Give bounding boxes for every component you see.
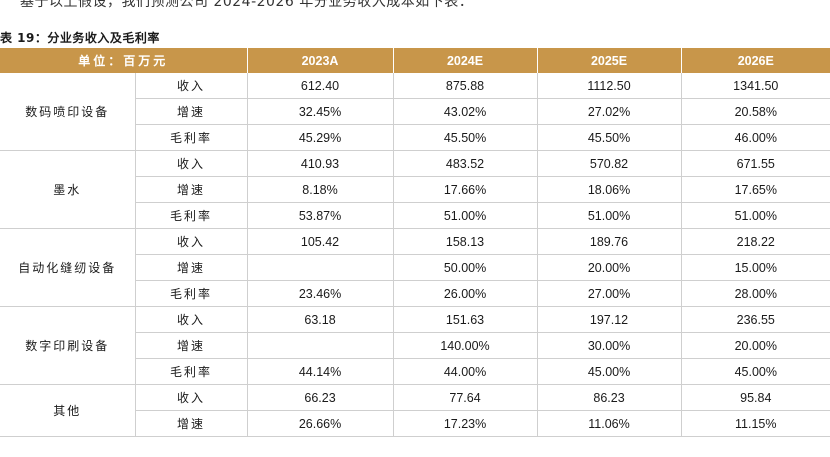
value-cell: 23.46% bbox=[246, 280, 394, 307]
metric-label: 增速 bbox=[134, 98, 248, 125]
value-cell: 158.13 bbox=[392, 228, 538, 255]
value-cell: 1112.50 bbox=[536, 73, 682, 99]
value-cell: 46.00% bbox=[680, 124, 830, 151]
metric-label: 毛利率 bbox=[134, 358, 248, 385]
segment-name: 其他 bbox=[0, 384, 135, 437]
value-cell: 15.00% bbox=[680, 254, 830, 281]
value-cell: 189.76 bbox=[536, 228, 682, 255]
table-row: 增速 8.18% 17.66% 18.06% 17.65% bbox=[0, 176, 830, 203]
year-header: 2023A bbox=[246, 48, 394, 73]
table-body: 数码喷印设备 收入 612.40 875.88 1112.50 1341.50 增速 32.4… bbox=[0, 73, 830, 437]
value-cell: 51.00% bbox=[680, 202, 830, 229]
table-row: 数字印刷设备 收入 63.18 151.63 197.12 236.55 bbox=[0, 306, 830, 385]
table-row: 数码喷印设备 收入 612.40 875.88 1112.50 1341.50 bbox=[0, 73, 830, 151]
segment-name: 数码喷印设备 bbox=[0, 73, 135, 151]
metric-label: 毛利率 bbox=[134, 280, 248, 307]
table-row: 毛利率 23.46% 26.00% 27.00% 28.00% bbox=[0, 280, 830, 307]
value-cell: 27.02% bbox=[536, 98, 682, 125]
value-cell: 45.00% bbox=[680, 358, 830, 385]
segment-name: 墨水 bbox=[0, 150, 135, 229]
value-cell: 45.29% bbox=[246, 124, 394, 151]
value-cell: 66.23 bbox=[246, 384, 394, 411]
value-cell: 51.00% bbox=[392, 202, 538, 229]
value-cell: 26.66% bbox=[246, 410, 394, 437]
value-cell: 95.84 bbox=[680, 384, 830, 411]
value-cell: 43.02% bbox=[392, 98, 538, 125]
value-cell: 32.45% bbox=[246, 98, 394, 125]
value-cell: 105.42 bbox=[246, 228, 394, 255]
value-cell: 17.65% bbox=[680, 176, 830, 203]
metric-label: 收入 bbox=[134, 306, 248, 333]
metric-label: 增速 bbox=[134, 332, 248, 359]
value-cell: 20.00% bbox=[536, 254, 682, 281]
table-header-row: 单位：百万元 2023A 2024E 2025E 2026E bbox=[0, 48, 830, 73]
table-row: 增速 140.00% 30.00% 20.00% bbox=[0, 332, 830, 359]
value-cell: 218.22 bbox=[680, 228, 830, 255]
table-row: 墨水 收入 410.93 483.52 570.82 671.55 bbox=[0, 150, 830, 229]
metric-label: 收入 bbox=[134, 228, 248, 255]
value-cell: 63.18 bbox=[246, 306, 394, 333]
value-cell bbox=[246, 254, 394, 281]
table-row: 毛利率 45.29% 45.50% 45.50% 46.00% bbox=[0, 124, 830, 151]
table-row: 毛利率 53.87% 51.00% 51.00% 51.00% bbox=[0, 202, 830, 229]
table-row: 自动化缝纫设备 收入 105.42 158.13 189.76 218.22 bbox=[0, 228, 830, 307]
table-row: 增速 32.45% 43.02% 27.02% 20.58% bbox=[0, 98, 830, 125]
value-cell: 11.15% bbox=[680, 410, 830, 437]
value-cell: 45.50% bbox=[392, 124, 538, 151]
metric-label: 收入 bbox=[134, 150, 248, 177]
table-row: 毛利率 44.14% 44.00% 45.00% 45.00% bbox=[0, 358, 830, 385]
metric-label: 毛利率 bbox=[134, 202, 248, 229]
value-cell: 51.00% bbox=[536, 202, 682, 229]
value-cell: 151.63 bbox=[392, 306, 538, 333]
value-cell: 53.87% bbox=[246, 202, 394, 229]
value-cell: 30.00% bbox=[536, 332, 682, 359]
metric-label: 毛利率 bbox=[134, 124, 248, 151]
value-cell: 26.00% bbox=[392, 280, 538, 307]
table-row: 其他 收入 66.23 77.64 86.23 95.84 bbox=[0, 384, 830, 437]
unit-header: 单位：百万元 bbox=[0, 48, 248, 73]
value-cell: 44.14% bbox=[246, 358, 394, 385]
year-header: 2024E bbox=[392, 48, 538, 73]
value-cell: 17.23% bbox=[392, 410, 538, 437]
metric-label: 增速 bbox=[134, 410, 248, 437]
value-cell: 45.50% bbox=[536, 124, 682, 151]
value-cell: 28.00% bbox=[680, 280, 830, 307]
value-cell: 140.00% bbox=[392, 332, 538, 359]
value-cell: 875.88 bbox=[392, 73, 538, 99]
segment-name: 自动化缝纫设备 bbox=[0, 228, 135, 307]
year-header: 2026E bbox=[680, 48, 830, 73]
value-cell: 86.23 bbox=[536, 384, 682, 411]
value-cell: 27.00% bbox=[536, 280, 682, 307]
value-cell bbox=[246, 332, 394, 359]
segment-name: 数字印刷设备 bbox=[0, 306, 135, 385]
metric-label: 增速 bbox=[134, 176, 248, 203]
table-row: 增速 50.00% 20.00% 15.00% bbox=[0, 254, 830, 281]
value-cell: 410.93 bbox=[246, 150, 394, 177]
metric-label: 收入 bbox=[134, 384, 248, 411]
table-row: 增速 26.66% 17.23% 11.06% 11.15% bbox=[0, 410, 830, 437]
value-cell: 44.00% bbox=[392, 358, 538, 385]
metric-label: 增速 bbox=[134, 254, 248, 281]
value-cell: 612.40 bbox=[246, 73, 394, 99]
value-cell: 17.66% bbox=[392, 176, 538, 203]
value-cell: 77.64 bbox=[392, 384, 538, 411]
value-cell: 20.00% bbox=[680, 332, 830, 359]
value-cell: 1341.50 bbox=[680, 73, 830, 99]
value-cell: 20.58% bbox=[680, 98, 830, 125]
value-cell: 671.55 bbox=[680, 150, 830, 177]
value-cell: 570.82 bbox=[536, 150, 682, 177]
segment-revenue-table: 单位：百万元 2023A 2024E 2025E 2026E 数码喷印设备 收入 6… bbox=[0, 48, 830, 437]
value-cell: 18.06% bbox=[536, 176, 682, 203]
value-cell: 11.06% bbox=[536, 410, 682, 437]
value-cell: 197.12 bbox=[536, 306, 682, 333]
value-cell: 45.00% bbox=[536, 358, 682, 385]
table-caption: 表 19：分业务收入及毛利率 bbox=[0, 31, 160, 45]
value-cell: 50.00% bbox=[392, 254, 538, 281]
value-cell: 8.18% bbox=[246, 176, 394, 203]
intro-paragraph: 基于以上假设，我们预测公司 2024-2026 年分业务收入成本如下表： bbox=[20, 0, 474, 10]
value-cell: 483.52 bbox=[392, 150, 538, 177]
year-header: 2025E bbox=[536, 48, 682, 73]
metric-label: 收入 bbox=[134, 73, 248, 99]
value-cell: 236.55 bbox=[680, 306, 830, 333]
